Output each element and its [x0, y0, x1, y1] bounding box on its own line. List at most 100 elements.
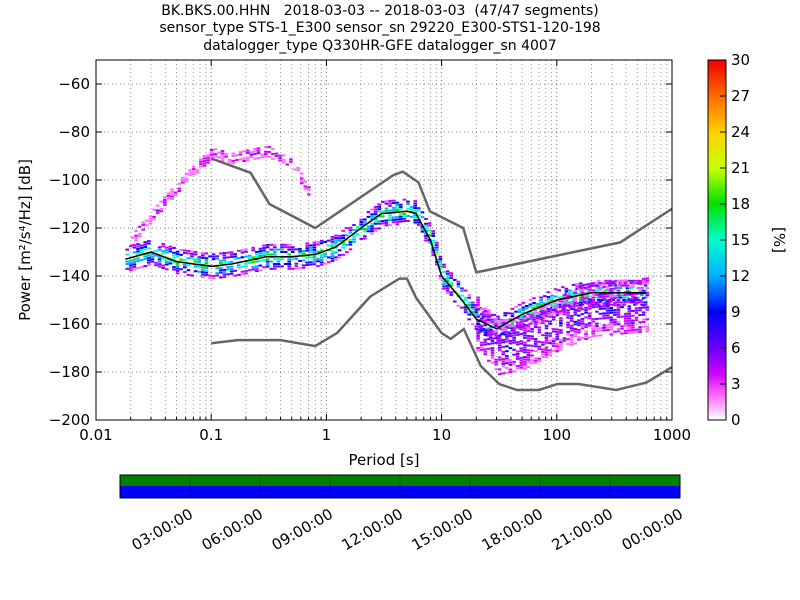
heatmap-cell [312, 263, 317, 266]
heatmap-cell [237, 257, 241, 260]
heatmap-cell [301, 266, 306, 269]
heatmap-cell [481, 311, 486, 314]
heatmap-cell [283, 251, 288, 253]
heatmap-cell [154, 264, 158, 267]
heatmap-cell [566, 292, 570, 295]
heatmap-cell [616, 299, 621, 302]
heatmap-cell [496, 318, 500, 321]
heatmap-cell [623, 332, 628, 335]
heatmap-cell [476, 315, 480, 318]
heatmap-cell [533, 311, 538, 314]
heatmap-cell [183, 259, 187, 262]
heatmap-cell [485, 334, 490, 337]
heatmap-cell [395, 220, 400, 223]
heatmap-cell [431, 232, 436, 235]
heatmap-cell [566, 316, 570, 319]
colorbar-tick-label: 6 [731, 339, 741, 357]
heatmap-cell [548, 332, 552, 335]
heatmap-cell [483, 333, 488, 336]
heatmap-cell [595, 303, 599, 306]
heatmap-cell [209, 151, 214, 154]
heatmap-cell [559, 338, 563, 341]
heatmap-cell [132, 268, 137, 271]
heatmap-cell [399, 218, 403, 221]
heatmap-cell [616, 279, 621, 282]
heatmap-cell [494, 325, 498, 328]
heatmap-cell [442, 287, 446, 290]
heatmap-cell [580, 308, 585, 311]
heatmap-cell [514, 305, 518, 308]
heatmap-cell [519, 347, 524, 350]
heatmap-cell [467, 294, 472, 297]
heatmap-cell [265, 265, 270, 268]
heatmap-cell [602, 293, 606, 296]
heatmap-cell [184, 180, 189, 183]
heatmap-cell [582, 300, 587, 303]
heatmap-cell [577, 324, 581, 327]
heatmap-cell [616, 327, 621, 330]
heatmap-cell [244, 265, 248, 268]
heatmap-cell [219, 276, 223, 279]
heatmap-cell [577, 307, 581, 310]
heatmap-cell [483, 338, 488, 341]
heatmap-cell [555, 304, 560, 307]
heatmap-cell [129, 269, 133, 272]
heatmap-cell [526, 337, 531, 340]
heatmap-cell [559, 341, 563, 344]
heatmap-cell [191, 172, 196, 175]
heatmap-cell [546, 310, 551, 313]
heatmap-cell [395, 218, 400, 221]
heatmap-cell [229, 255, 234, 258]
heatmap-cell [247, 257, 252, 260]
heatmap-cell [584, 335, 588, 338]
heatmap-cell [577, 336, 581, 339]
heatmap-cell [258, 252, 263, 255]
heatmap-cell [237, 266, 241, 269]
heatmap-cell [233, 257, 238, 260]
heatmap-cell [251, 261, 256, 264]
heatmap-cell [512, 370, 516, 373]
heatmap-cell [613, 309, 617, 312]
heatmap-cell [643, 303, 648, 306]
heatmap-cell [505, 335, 509, 338]
heatmap-cell [381, 210, 385, 213]
heatmap-cell [467, 318, 472, 321]
heatmap-cell [641, 282, 646, 285]
heatmap-cell [129, 264, 133, 267]
heatmap-cell [373, 205, 378, 208]
heatmap-cell [406, 200, 410, 203]
heatmap-cell [512, 320, 516, 323]
heatmap-cell [591, 301, 596, 304]
heatmap-cell [463, 289, 468, 292]
heatmap-cell [377, 222, 382, 225]
heatmap-cell [281, 161, 286, 164]
heatmap-cell [501, 338, 506, 341]
heatmap-cell [548, 339, 552, 342]
heatmap-cell [523, 329, 527, 332]
heatmap-cell [377, 203, 382, 206]
heatmap-cell [309, 256, 313, 259]
heatmap-cell [559, 343, 563, 346]
heatmap-cell [337, 234, 342, 237]
heatmap-cell [633, 303, 637, 306]
heatmap-cell [551, 311, 556, 314]
heatmap-cell [505, 331, 509, 334]
heatmap-cell [523, 334, 527, 337]
heatmap-cell [263, 145, 268, 148]
heatmap-cell [566, 314, 570, 317]
heatmap-cell [505, 355, 509, 358]
heatmap-cell [370, 225, 374, 228]
heatmap-cell [577, 314, 581, 317]
heatmap-cell [497, 346, 502, 349]
heatmap-cell [476, 308, 480, 311]
heatmap-cell [231, 162, 236, 165]
heatmap-cell [555, 335, 560, 338]
heatmap-cell [267, 150, 272, 153]
heatmap-cell [298, 252, 302, 255]
heatmap-cell [395, 201, 400, 204]
heatmap-cell [541, 307, 545, 310]
heatmap-cell [165, 251, 169, 254]
heatmap-cell [330, 250, 335, 253]
heatmap-cell [148, 222, 153, 225]
heatmap-cell [526, 349, 531, 352]
